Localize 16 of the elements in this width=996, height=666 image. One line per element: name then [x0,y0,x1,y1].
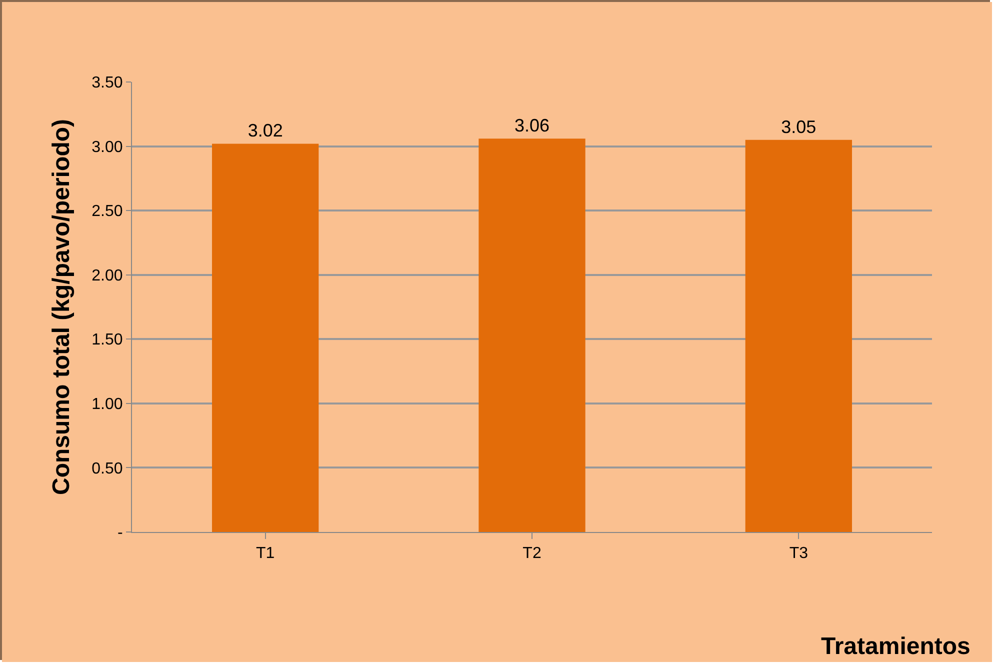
y-tick-label: 1.50 [92,332,123,349]
x-tick-label: T2 [522,545,542,562]
data-label: 3.02 [248,120,283,141]
y-tick-label: 3.50 [92,74,123,92]
y-tick-label: 1.00 [92,396,123,414]
y-tick-label: - [117,524,123,542]
y-axis-title: Consumo total (kg/pavo/periodo) [48,119,75,495]
x-tick-label: T3 [789,545,808,562]
y-tick-label: 3.00 [92,138,123,156]
data-label: 3.05 [781,116,816,137]
data-label: 3.06 [514,116,550,136]
x-axis-title: Tratamientos [821,633,970,660]
x-tick-label: T1 [256,545,275,562]
y-tick-label: 2.00 [92,267,123,284]
y-tick-label: 2.50 [92,203,123,220]
y-tick-label: 0.50 [92,460,123,478]
